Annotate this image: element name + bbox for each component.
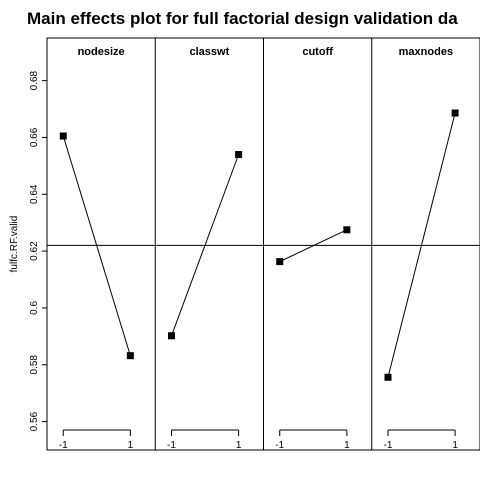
panel-classwt: classwt -1 1	[167, 46, 243, 451]
data-point	[384, 373, 392, 381]
y-tick-label: 0.62	[29, 241, 40, 261]
y-tick-label: 0.6	[29, 301, 40, 315]
panel-label: classwt	[190, 46, 230, 58]
panel-label: nodesize	[78, 46, 125, 58]
panel-maxnodes: maxnodes -1 1	[384, 46, 459, 451]
panel-label: maxnodes	[399, 46, 453, 58]
y-tick-label: 0.56	[29, 411, 40, 431]
data-point	[343, 226, 351, 234]
data-point	[59, 132, 67, 140]
y-axis-label: fulfc.RF.valid	[9, 216, 20, 273]
y-tick-label: 0.66	[29, 127, 40, 147]
y-tick-label: 0.58	[29, 355, 40, 375]
plot-frame	[46, 37, 480, 451]
level-tick-label: 1	[128, 440, 134, 451]
level-tick-label: 1	[344, 440, 350, 451]
level-tick-label: 1	[236, 440, 242, 451]
level-tick-label: 1	[452, 440, 458, 451]
data-point	[167, 332, 175, 340]
level-tick-label: -1	[275, 440, 284, 451]
level-tick-label: -1	[167, 440, 176, 451]
panel-cutoff: cutoff -1 1	[275, 46, 351, 451]
y-axis: 0.56 0.58 0.6 0.62 0.64 0.66 0.68	[29, 70, 47, 431]
panel-nodesize: nodesize -1 1	[59, 46, 134, 451]
y-tick-label: 0.68	[29, 70, 40, 90]
data-point	[126, 352, 134, 360]
data-point	[451, 109, 459, 117]
level-tick-label: -1	[384, 440, 393, 451]
data-point	[276, 258, 284, 266]
y-tick-label: 0.64	[29, 184, 40, 204]
data-point	[235, 150, 243, 158]
panels: nodesize -1 1 classwt -1 1 cutoff -1 1 maxnodes -1…	[59, 46, 459, 451]
panel-label: cutoff	[302, 46, 333, 58]
level-tick-label: -1	[59, 440, 68, 451]
plot-frame-layer	[46, 37, 480, 451]
chart-title: Main effects plot for full factorial des…	[27, 9, 458, 28]
